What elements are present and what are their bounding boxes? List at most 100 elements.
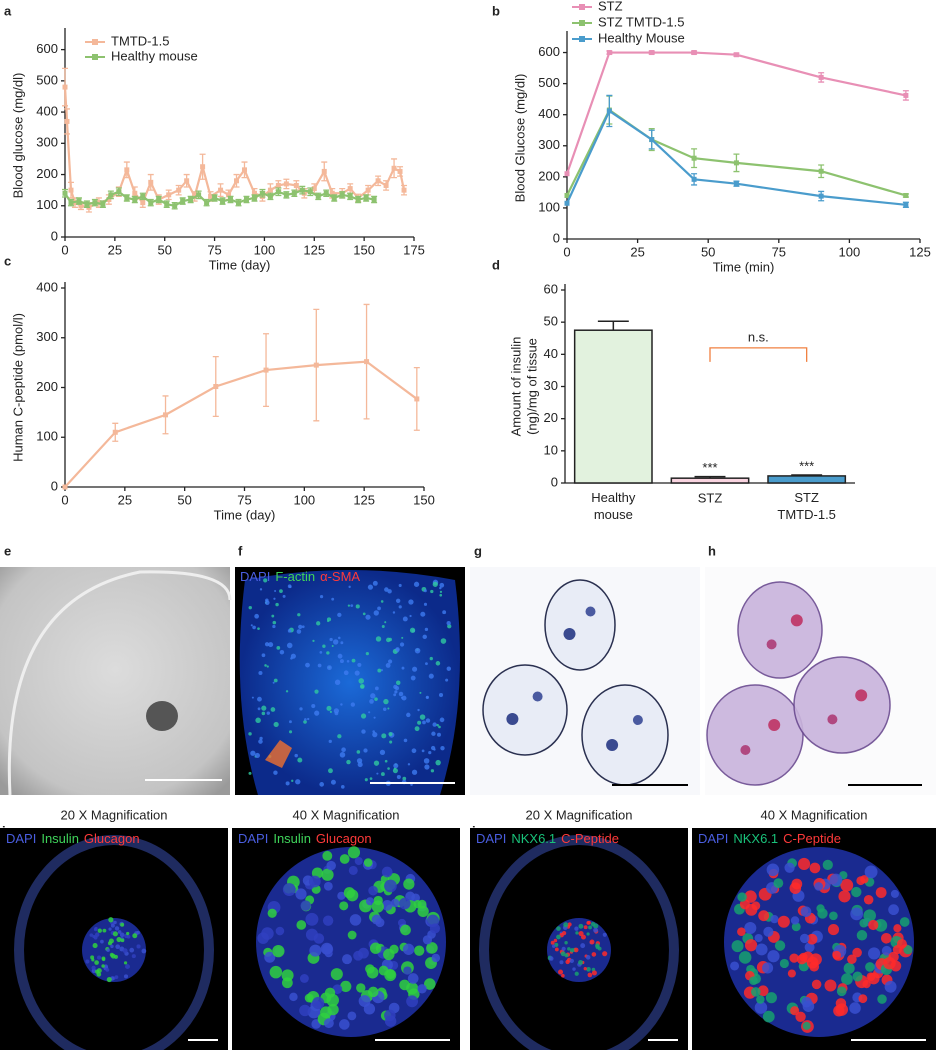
cell	[422, 634, 427, 640]
cell	[299, 707, 303, 711]
x-tick-label: 75	[207, 242, 221, 257]
cell	[131, 954, 136, 959]
cell	[347, 1011, 357, 1021]
point	[293, 182, 299, 188]
point	[691, 176, 697, 182]
stain-label: NKX6.1	[511, 831, 556, 846]
legend-label: STZ	[598, 0, 623, 13]
point	[329, 190, 335, 196]
point	[241, 167, 247, 173]
cell	[597, 946, 602, 951]
cell	[567, 947, 571, 951]
cell	[304, 993, 314, 1003]
point	[375, 178, 381, 184]
panel-label: e	[4, 543, 11, 558]
cell	[319, 651, 323, 654]
x-axis-label: Time (min)	[713, 259, 775, 274]
cell	[279, 649, 285, 655]
cell	[381, 733, 387, 739]
y-tick-label: 200	[538, 168, 560, 183]
cell	[296, 629, 302, 634]
point	[62, 190, 68, 196]
y-tick-label: 600	[36, 41, 58, 56]
point	[691, 155, 697, 161]
point	[200, 164, 206, 170]
cell	[356, 983, 366, 993]
legend-marker	[579, 20, 585, 26]
point	[283, 192, 289, 198]
cell	[273, 597, 276, 600]
cell	[862, 979, 871, 989]
cell	[272, 944, 285, 958]
cell	[330, 968, 343, 981]
cell	[417, 708, 420, 712]
cell	[850, 907, 864, 921]
cell	[875, 887, 887, 898]
cell	[429, 656, 433, 661]
cell	[809, 953, 822, 966]
cell	[322, 644, 326, 648]
cell	[553, 938, 558, 943]
cell	[261, 653, 266, 658]
cell	[557, 969, 564, 975]
cell	[348, 865, 358, 875]
cell	[272, 620, 277, 625]
cell	[822, 859, 833, 871]
significance: ***	[702, 460, 717, 475]
cell	[852, 947, 862, 958]
point	[903, 192, 909, 198]
cell	[271, 614, 275, 618]
cell	[101, 964, 105, 968]
cell	[564, 941, 568, 945]
legend-marker	[92, 54, 98, 60]
cell	[266, 665, 269, 668]
cell	[258, 739, 263, 744]
cell	[868, 919, 879, 931]
cell	[827, 924, 840, 936]
cell	[789, 953, 799, 963]
cell	[758, 910, 770, 922]
cell	[436, 723, 439, 727]
capsule	[482, 664, 568, 756]
cell	[358, 678, 365, 684]
islet	[532, 691, 543, 702]
stain-legend: DAPI Insulin Glucagon	[6, 831, 140, 846]
cell	[97, 955, 102, 960]
cell	[381, 866, 393, 878]
cell	[316, 621, 321, 626]
cell	[374, 697, 378, 701]
cell	[314, 710, 320, 716]
cell	[763, 926, 774, 937]
cell	[395, 598, 401, 603]
cell	[129, 947, 135, 953]
cell	[731, 940, 744, 953]
cell	[114, 926, 120, 931]
cell	[435, 759, 441, 766]
cell	[593, 927, 599, 933]
cell	[331, 597, 335, 601]
cell	[602, 932, 607, 937]
cell	[409, 627, 416, 633]
cell	[248, 605, 252, 610]
cell	[903, 945, 913, 955]
cell	[806, 933, 818, 945]
cell	[565, 959, 570, 965]
cell	[326, 665, 332, 671]
bar	[573, 329, 653, 484]
cell	[384, 759, 388, 763]
cell	[282, 594, 286, 598]
cell	[294, 753, 298, 758]
x-tick-label: Healthy mouse	[591, 490, 636, 522]
cell	[550, 940, 555, 945]
cell	[338, 636, 341, 640]
cell	[360, 713, 367, 719]
capsule	[544, 579, 616, 671]
cell	[355, 604, 360, 609]
point	[649, 50, 655, 56]
cell	[432, 722, 437, 727]
y-tick-label: 20	[544, 410, 558, 425]
x-tick-label: 125	[909, 244, 931, 259]
cell	[429, 923, 441, 934]
cell	[248, 732, 252, 736]
cell	[401, 636, 404, 639]
